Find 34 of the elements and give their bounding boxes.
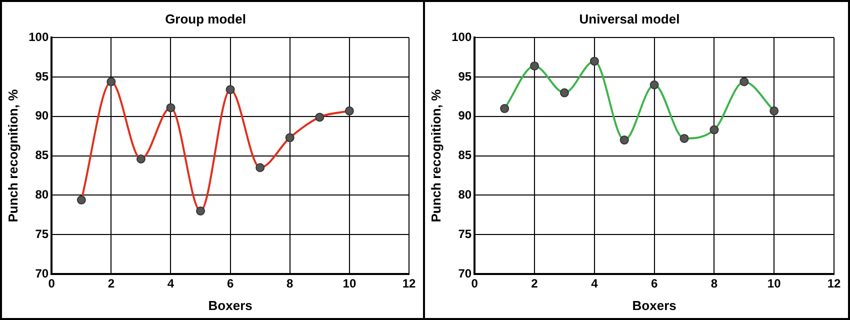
x-tick-label: 8 xyxy=(710,276,718,291)
x-tick-label: 12 xyxy=(827,276,841,291)
x-tick-label: 4 xyxy=(167,276,174,291)
y-tick-label: 70 xyxy=(35,266,49,280)
y-tick-label: 90 xyxy=(458,108,472,123)
x-tick-label: 10 xyxy=(767,276,782,291)
x-tick-label: 0 xyxy=(48,276,56,291)
x-tick-label: 10 xyxy=(342,276,356,291)
y-tick-label: 80 xyxy=(35,188,49,202)
y-axis-title: Punch recognition, % xyxy=(428,88,444,222)
chart-title: Group model xyxy=(165,11,246,26)
y-axis-title: Punch recognition, % xyxy=(5,88,20,222)
x-tick-label: 0 xyxy=(471,276,478,291)
y-tick-label: 95 xyxy=(35,69,49,84)
x-axis-title: Boxers xyxy=(208,298,252,313)
y-tick-label: 85 xyxy=(458,148,472,162)
x-tick-label: 8 xyxy=(286,276,294,291)
y-tick-label: 85 xyxy=(35,148,49,162)
chart-title: Universal model xyxy=(579,11,680,26)
y-tick-label: 75 xyxy=(35,226,49,241)
x-tick-label: 4 xyxy=(591,276,598,291)
x-tick-label: 6 xyxy=(226,276,234,291)
y-tick-label: 100 xyxy=(452,30,472,44)
x-tick-label: 6 xyxy=(650,276,658,291)
y-tick-label: 90 xyxy=(35,108,49,123)
y-tick-label: 100 xyxy=(28,30,49,44)
x-tick-label: 12 xyxy=(402,276,416,291)
x-axis-title: Boxers xyxy=(632,298,676,313)
y-tick-label: 75 xyxy=(458,226,472,241)
x-tick-label: 2 xyxy=(531,276,538,291)
y-tick-label: 80 xyxy=(458,188,472,202)
y-tick-label: 70 xyxy=(458,266,472,280)
x-tick-label: 2 xyxy=(108,276,115,291)
y-tick-label: 95 xyxy=(458,69,472,84)
